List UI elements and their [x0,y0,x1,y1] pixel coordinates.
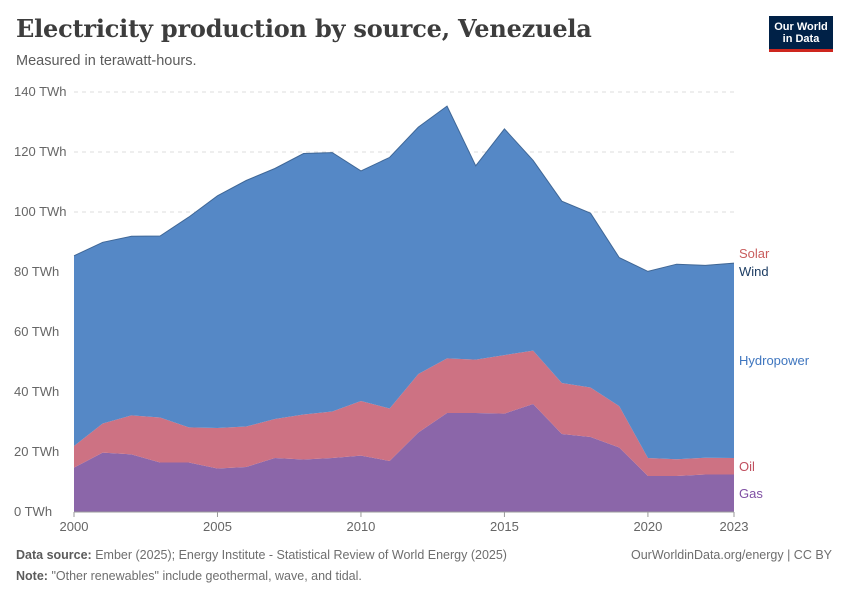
y-tick-label: 80 TWh [14,264,59,279]
legend-wind[interactable]: Wind [739,264,769,279]
owid-logo[interactable]: Our World in Data [769,16,833,52]
chart-title: Electricity production by source, Venezu… [16,14,592,43]
x-tick-label: 2023 [720,519,749,534]
source-label: Data source: [16,548,92,562]
legend-hydropower[interactable]: Hydropower [739,353,810,368]
x-tick-label: 2005 [203,519,232,534]
y-axis-ticks: 0 TWh 20 TWh 40 TWh 60 TWh 80 TWh 100 TWh 120 … [14,84,67,519]
chart-note: Note: "Other renewables" include geother… [16,569,362,583]
area-series [73,105,735,512]
data-source: Data source: Ember (2025); Energy Instit… [16,548,507,562]
x-tick-label: 2020 [633,519,662,534]
area-oil[interactable] [74,350,734,476]
area-hydropower[interactable] [74,106,734,460]
y-tick-label: 120 TWh [14,144,67,159]
y-tick-label: 60 TWh [14,324,59,339]
area-gas[interactable] [74,404,734,512]
y-tick-label: 0 TWh [14,504,52,519]
note-text: "Other renewables" include geothermal, w… [51,569,362,583]
x-tick-label: 2000 [60,519,89,534]
chart-subtitle: Measured in terawatt-hours. [16,53,197,69]
logo-line-2: in Data [782,32,820,45]
stacked-area-chart: 0 TWh 20 TWh 40 TWh 60 TWh 80 TWh 100 TWh 120 … [14,84,810,534]
legend: Solar Wind Hydropower Oil Gas [739,246,810,501]
legend-gas[interactable]: Gas [739,486,763,501]
x-tick-label: 2010 [346,519,375,534]
y-tick-label: 40 TWh [14,384,59,399]
total-outline [73,105,735,272]
y-tick-label: 100 TWh [14,204,67,219]
legend-solar[interactable]: Solar [739,246,770,261]
legend-oil[interactable]: Oil [739,459,755,474]
y-tick-label: 20 TWh [14,444,59,459]
y-tick-label: 140 TWh [14,84,67,99]
note-label: Note: [16,569,48,583]
credit-link[interactable]: OurWorldinData.org/energy | CC BY [630,548,832,562]
x-axis: 2000 2005 2010 2015 2020 2023 [60,511,749,534]
logo-line-1: Our World [774,20,828,33]
x-tick-label: 2015 [490,519,519,534]
source-text[interactable]: Ember (2025); Energy Institute - Statist… [95,548,507,562]
